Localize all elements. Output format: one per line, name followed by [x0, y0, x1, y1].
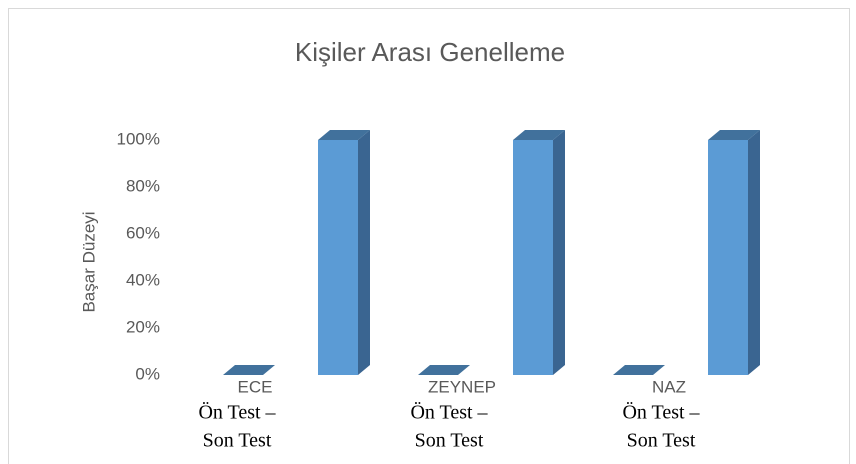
x-tick-label: NAZ	[652, 377, 686, 396]
category-note: Son Test	[415, 430, 484, 452]
y-axis-label: Başar Düzeyi	[79, 211, 98, 312]
bar-top	[223, 365, 275, 375]
category-note: Ön Test –	[622, 401, 700, 424]
bar-side	[748, 130, 760, 375]
bar-side	[553, 130, 565, 375]
bar-top	[613, 365, 665, 375]
bar	[513, 140, 553, 375]
y-tick-label: 80%	[126, 176, 160, 195]
category-note: Ön Test –	[410, 401, 488, 424]
bar-top	[318, 130, 370, 140]
bar-top	[708, 130, 760, 140]
chart-title: Kişiler Arası Genelleme	[295, 37, 565, 67]
y-tick-label: 20%	[126, 317, 160, 336]
x-tick-label: ECE	[238, 377, 273, 396]
y-tick-label: 0%	[135, 364, 160, 383]
bar	[708, 140, 748, 375]
y-tick-label: 100%	[117, 129, 160, 148]
bar-top	[513, 130, 565, 140]
bar	[318, 140, 358, 375]
bar-side	[358, 130, 370, 375]
category-note: Son Test	[627, 430, 696, 452]
y-tick-label: 40%	[126, 270, 160, 289]
bar-top	[418, 365, 470, 375]
x-tick-label: ZEYNEP	[428, 377, 496, 396]
category-note: Son Test	[203, 430, 272, 452]
y-tick-label: 60%	[126, 223, 160, 242]
category-note: Ön Test –	[198, 401, 276, 424]
